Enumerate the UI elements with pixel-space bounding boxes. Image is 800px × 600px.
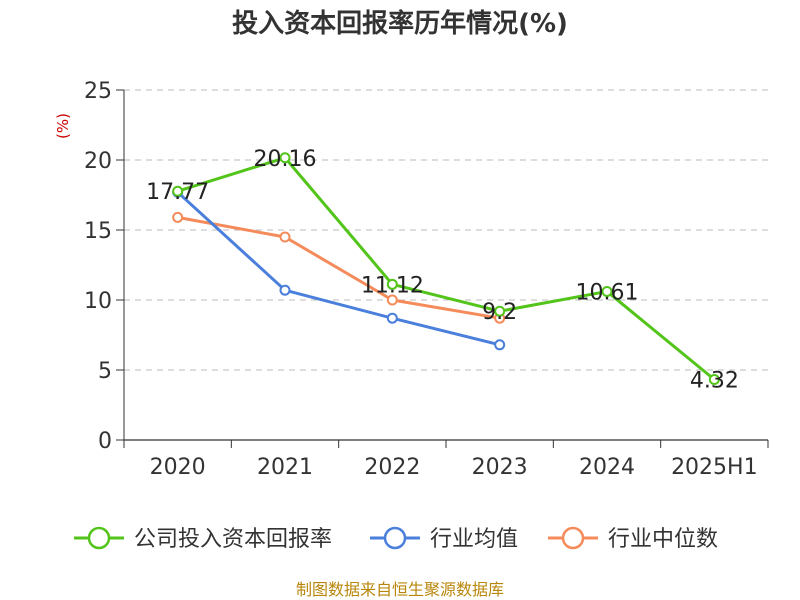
series-line [177, 156, 716, 381]
y-tick-label: 25 [84, 79, 112, 104]
x-tick-label: 2022 [364, 455, 420, 480]
source-note: 制图数据来自恒生聚源数据库 [296, 580, 504, 599]
series-line [177, 215, 500, 320]
legend-label: 公司投入资本回报率 [134, 527, 332, 552]
data-label: 4.32 [690, 369, 739, 394]
legend-swatch-marker [383, 526, 407, 550]
data-point [386, 294, 398, 306]
y-tick-label: 15 [84, 219, 112, 244]
x-tick-label: 2024 [579, 455, 635, 480]
legend-label: 行业中位数 [608, 527, 718, 552]
data-labels: 17.77 20.16 11.12 9.2 10.61 4.32 [146, 147, 739, 394]
data-point [279, 152, 291, 164]
data-point [172, 211, 184, 223]
data-point [279, 231, 291, 243]
data-point [708, 374, 720, 386]
chart-title: 投入资本回报率历年情况(%) [232, 8, 568, 39]
series-layer [172, 152, 720, 386]
data-label: 10.61 [576, 280, 639, 305]
x-tick-label: 2020 [150, 455, 206, 480]
legend-label: 行业均值 [430, 527, 518, 552]
legend-swatch-marker [87, 526, 111, 550]
data-point [494, 339, 506, 351]
data-point [601, 285, 613, 297]
y-tick-label: 5 [98, 359, 112, 384]
x-tick-label: 2021 [257, 455, 313, 480]
y-axis-label: (%) [54, 113, 72, 139]
series-line [176, 191, 501, 347]
legend-swatch-marker [561, 526, 585, 550]
data-point [386, 278, 398, 290]
data-label: 17.77 [146, 180, 209, 205]
gridlines [124, 89, 768, 371]
x-tick-label: 2025H1 [671, 455, 758, 480]
data-point [172, 185, 184, 197]
data-label: 9.2 [482, 300, 517, 325]
data-point [386, 312, 398, 324]
y-tick-label: 10 [84, 289, 112, 314]
y-tick-label: 20 [84, 149, 112, 174]
y-tick-label: 0 [98, 429, 112, 454]
data-label: 11.12 [361, 273, 424, 298]
x-tick-label: 2023 [472, 455, 528, 480]
data-point [494, 305, 506, 317]
data-point [279, 284, 291, 296]
axes: 0 5 10 15 20 25 2020 2021 2022 2023 2024 2025H1 [84, 79, 769, 480]
data-label: 20.16 [254, 147, 317, 172]
legend: 公司投入资本回报率 行业均值 行业中位数 [74, 526, 718, 552]
